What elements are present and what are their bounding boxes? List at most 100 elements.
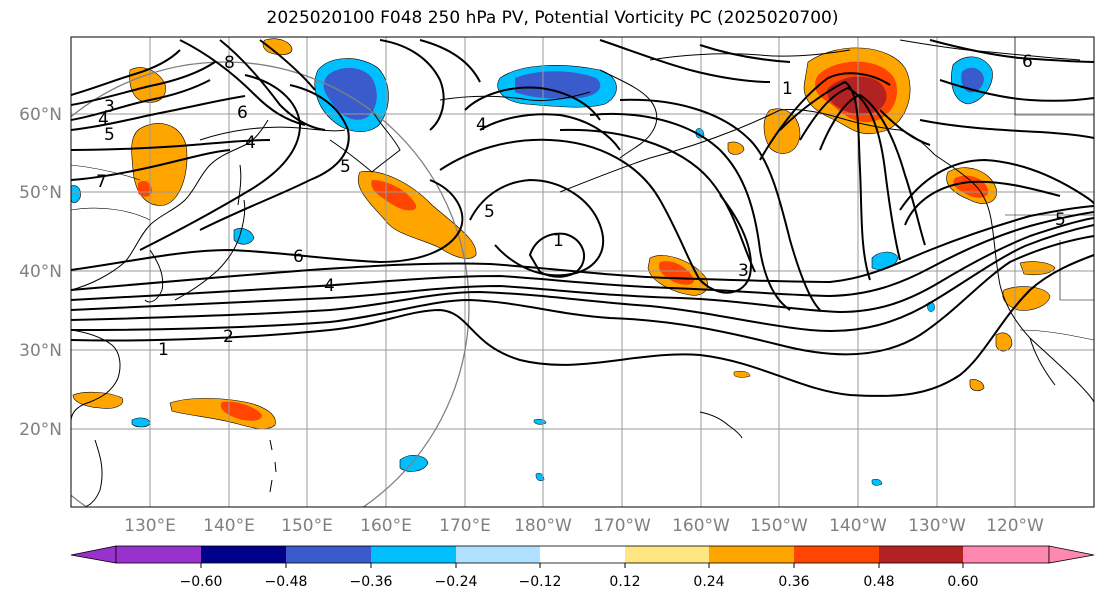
anomaly-small-neg-4 [871,478,883,486]
contour-label: 8 [224,53,235,73]
contour-label: 5 [104,125,115,145]
colorbar-segment [116,546,201,563]
contour-alaska-1 [589,112,791,311]
colorbar-segment [540,546,625,563]
anomaly-chukotka-neg-core [515,71,601,99]
anomaly-south-china [72,391,124,409]
colorbar-segment [371,546,456,563]
coast-aleutians [559,109,781,193]
anomaly-luzon-neg [131,417,151,428]
lon-label: 140°W [829,516,887,536]
contour-labels: 3 4 5 7 8 6 4 6 4 2 1 5 1 4 5 3 1 6 5 [96,52,1066,360]
colorbar-ticks [200,563,964,568]
lat-label: 20°N [19,420,62,440]
contour-label: 7 [96,172,107,192]
contour-north-6 [71,49,181,96]
anomaly-mexico [995,332,1013,352]
contour-arc-4 [699,44,791,63]
colorbar-tick-label: 0.36 [778,574,809,590]
contour-north-2 [71,95,246,131]
coast-korea [144,249,164,303]
contour-ne-1 [929,39,1094,63]
contour-label: 3 [104,97,115,117]
lon-label: 170°W [593,516,651,536]
colorbar-tick-label: 0.24 [693,574,724,590]
contour-top-2 [219,39,326,131]
colorbar-tick-label: −0.36 [350,574,393,590]
lon-label: 150°E [281,516,333,536]
borders [71,37,1094,341]
contour-mid-5 [71,211,1094,301]
lon-label: 140°E [203,516,255,536]
anomaly-okhotsk-core [138,180,152,197]
lat-label: 50°N [19,183,62,203]
contour-gulf-3 [819,93,926,246]
colorbar: −0.60 −0.48 −0.36 −0.24 −0.12 0.12 0.24 … [70,545,1095,590]
anomaly-small-neg-5 [535,473,545,482]
colorbar-segment [963,546,1049,563]
projection-circle [71,61,470,507]
lon-label: 160°W [672,516,730,536]
contour-alaska-3 [619,98,821,311]
map-title: 2025020100 F048 250 hPa PV, Potential Vo… [266,8,839,28]
coast-sakhalin [237,164,242,206]
anomaly-hawaii-north [733,370,751,378]
contour-label: 5 [340,157,351,177]
colorbar-tick-label: −0.24 [435,574,478,590]
coast-canada-north [899,39,1081,61]
anomaly-west-edge-neg [71,185,81,204]
lon-label: 130°E [124,516,176,536]
contour-label: 4 [324,276,335,296]
contour-label: 2 [223,327,234,347]
colorbar-segment [879,546,963,563]
contour-south-2 [71,235,1094,356]
anomaly-mexico-2 [969,379,985,392]
colorbar-tick-label: 0.60 [947,574,978,590]
contour-label: 3 [738,261,749,281]
contour-north-4 [71,149,231,181]
coast-japan [174,199,246,301]
coast-china [71,329,121,421]
colorbar-tick-label: −0.60 [180,574,223,590]
contour-siberia-1 [379,39,445,131]
anomaly-nw-canada-neg-core [961,67,984,93]
contour-label: 4 [476,115,487,135]
contour-top-1 [179,39,306,126]
colorbar-segment [456,546,540,563]
contour-label: 1 [158,340,169,360]
anomaly-siberia-neg-core [323,67,377,120]
coast-okhotsk-north [199,126,346,141]
coast-bc [934,154,993,226]
colorbar-tick-label: 0.12 [609,574,640,590]
lon-label: 150°W [750,516,808,536]
contour-ridge-a [199,84,350,231]
contour-gulf-2 [799,86,901,261]
contour-top-3 [259,39,316,91]
longitude-labels: 130°E 140°E 150°E 160°E 170°E 180°W 170°… [124,516,1044,536]
coast-kamchatka [329,109,401,173]
lat-label: 40°N [19,262,62,282]
contour-arc-3 [599,39,771,83]
contour-label: 1 [782,79,793,99]
map-plot-area: 3 4 5 7 8 6 4 6 4 2 1 5 1 4 5 3 1 6 5 [71,37,1094,507]
colorbar-tick-label: −0.48 [265,574,308,590]
anomaly-philippine-sea-core [220,401,262,421]
contour-label: 4 [245,133,256,153]
colorbar-tick-label: 0.48 [863,574,894,590]
lat-label: 60°N [19,105,62,125]
anomaly-north-korea [262,38,293,56]
contour-north-1 [71,79,211,121]
contour-mid-6 [71,205,1094,291]
contour-ne-2 [939,79,1094,102]
anomaly-philippine-sea [169,398,276,430]
contour-arc-1 [464,86,601,121]
coast-philippines [84,439,103,507]
contour-label: 6 [1022,52,1033,72]
coast-alaska-north [649,49,851,61]
lon-label: 170°E [439,516,491,536]
contour-label: 4 [98,110,109,130]
latitude-labels: 60°N 50°N 40°N 30°N 20°N [19,105,62,440]
coast-hawaii [699,411,743,439]
lon-label: 180°W [514,516,572,536]
